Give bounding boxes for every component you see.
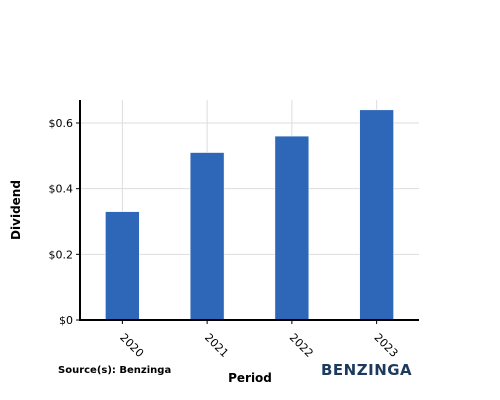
y-tick-label-2: $0.4: [49, 183, 74, 196]
y-tick-label-0: $0: [59, 314, 73, 327]
bar-2022: [274, 135, 310, 321]
benzinga-logo: BENZINGA: [321, 361, 412, 379]
x-axis-title: Period: [228, 371, 272, 385]
source-label: Source(s): Benzinga: [58, 365, 171, 376]
y-tick-label-1: $0.2: [49, 248, 74, 261]
y-ticks: $0 $0.2 $0.4 $0.6: [49, 117, 80, 327]
y-tick-label-3: $0.6: [49, 117, 74, 130]
x-ticks: 2020 2021 2022 2023: [117, 320, 400, 360]
bar-2020: [105, 211, 140, 321]
bar-2021: [189, 152, 225, 321]
x-tick-label-2020: 2020: [117, 331, 146, 360]
bar-2023: [359, 109, 394, 321]
x-tick-label-2021: 2021: [202, 331, 231, 360]
y-axis-title: Dividend: [9, 180, 23, 240]
bars: [105, 109, 394, 321]
x-tick-label-2022: 2022: [287, 331, 316, 360]
axes: [79, 100, 419, 321]
x-tick-label-2023: 2023: [372, 331, 401, 360]
